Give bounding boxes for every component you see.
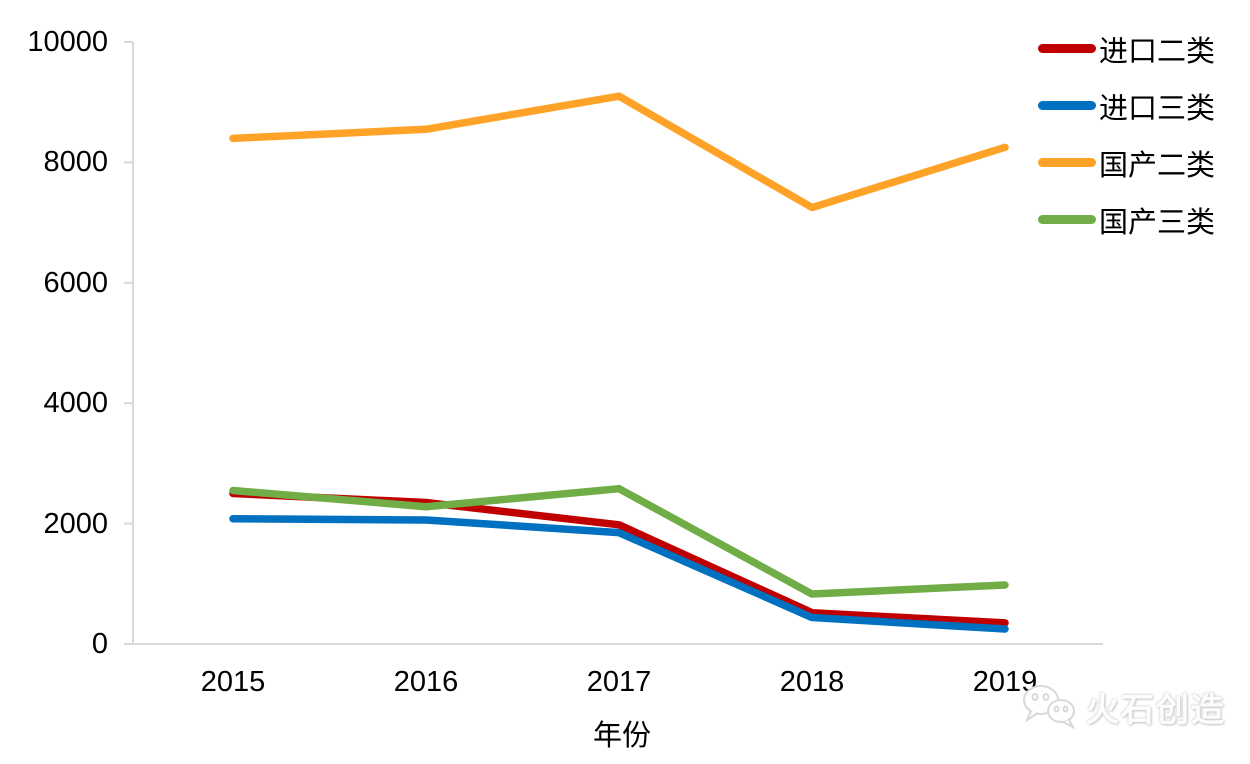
legend: 进口二类 进口三类 国产二类 国产三类 xyxy=(1038,20,1215,248)
legend-item: 进口二类 xyxy=(1038,20,1215,77)
legend-label: 国产二类 xyxy=(1099,149,1216,182)
legend-label: 进口二类 xyxy=(1099,35,1216,68)
watermark-text: 火石创造 xyxy=(1086,691,1226,728)
xtick-label: 2015 xyxy=(200,666,266,698)
x-axis-title: 年份 xyxy=(592,720,651,752)
xtick-label: 2016 xyxy=(393,666,459,698)
xtick-label: 2017 xyxy=(586,666,652,698)
ytick-label: 8000 xyxy=(43,146,108,179)
ytick-label: 4000 xyxy=(43,387,108,420)
legend-swatch xyxy=(1038,44,1096,53)
ytick-label: 0 xyxy=(91,628,108,660)
legend-item: 国产三类 xyxy=(1038,191,1215,248)
legend-swatch xyxy=(1038,158,1096,167)
watermark: 火石创造 xyxy=(1018,680,1226,734)
legend-swatch xyxy=(1038,215,1096,224)
ytick-label: 6000 xyxy=(43,266,108,299)
legend-swatch xyxy=(1038,101,1096,110)
legend-item: 国产二类 xyxy=(1038,134,1215,191)
legend-item: 进口三类 xyxy=(1038,77,1215,134)
legend-label: 进口三类 xyxy=(1099,92,1216,125)
ytick-label: 2000 xyxy=(43,507,108,540)
wechat-logo-icon xyxy=(1023,685,1076,730)
ytick-label: 10000 xyxy=(27,26,108,58)
xtick-label: 2018 xyxy=(779,666,845,698)
legend-label: 国产三类 xyxy=(1099,206,1216,239)
